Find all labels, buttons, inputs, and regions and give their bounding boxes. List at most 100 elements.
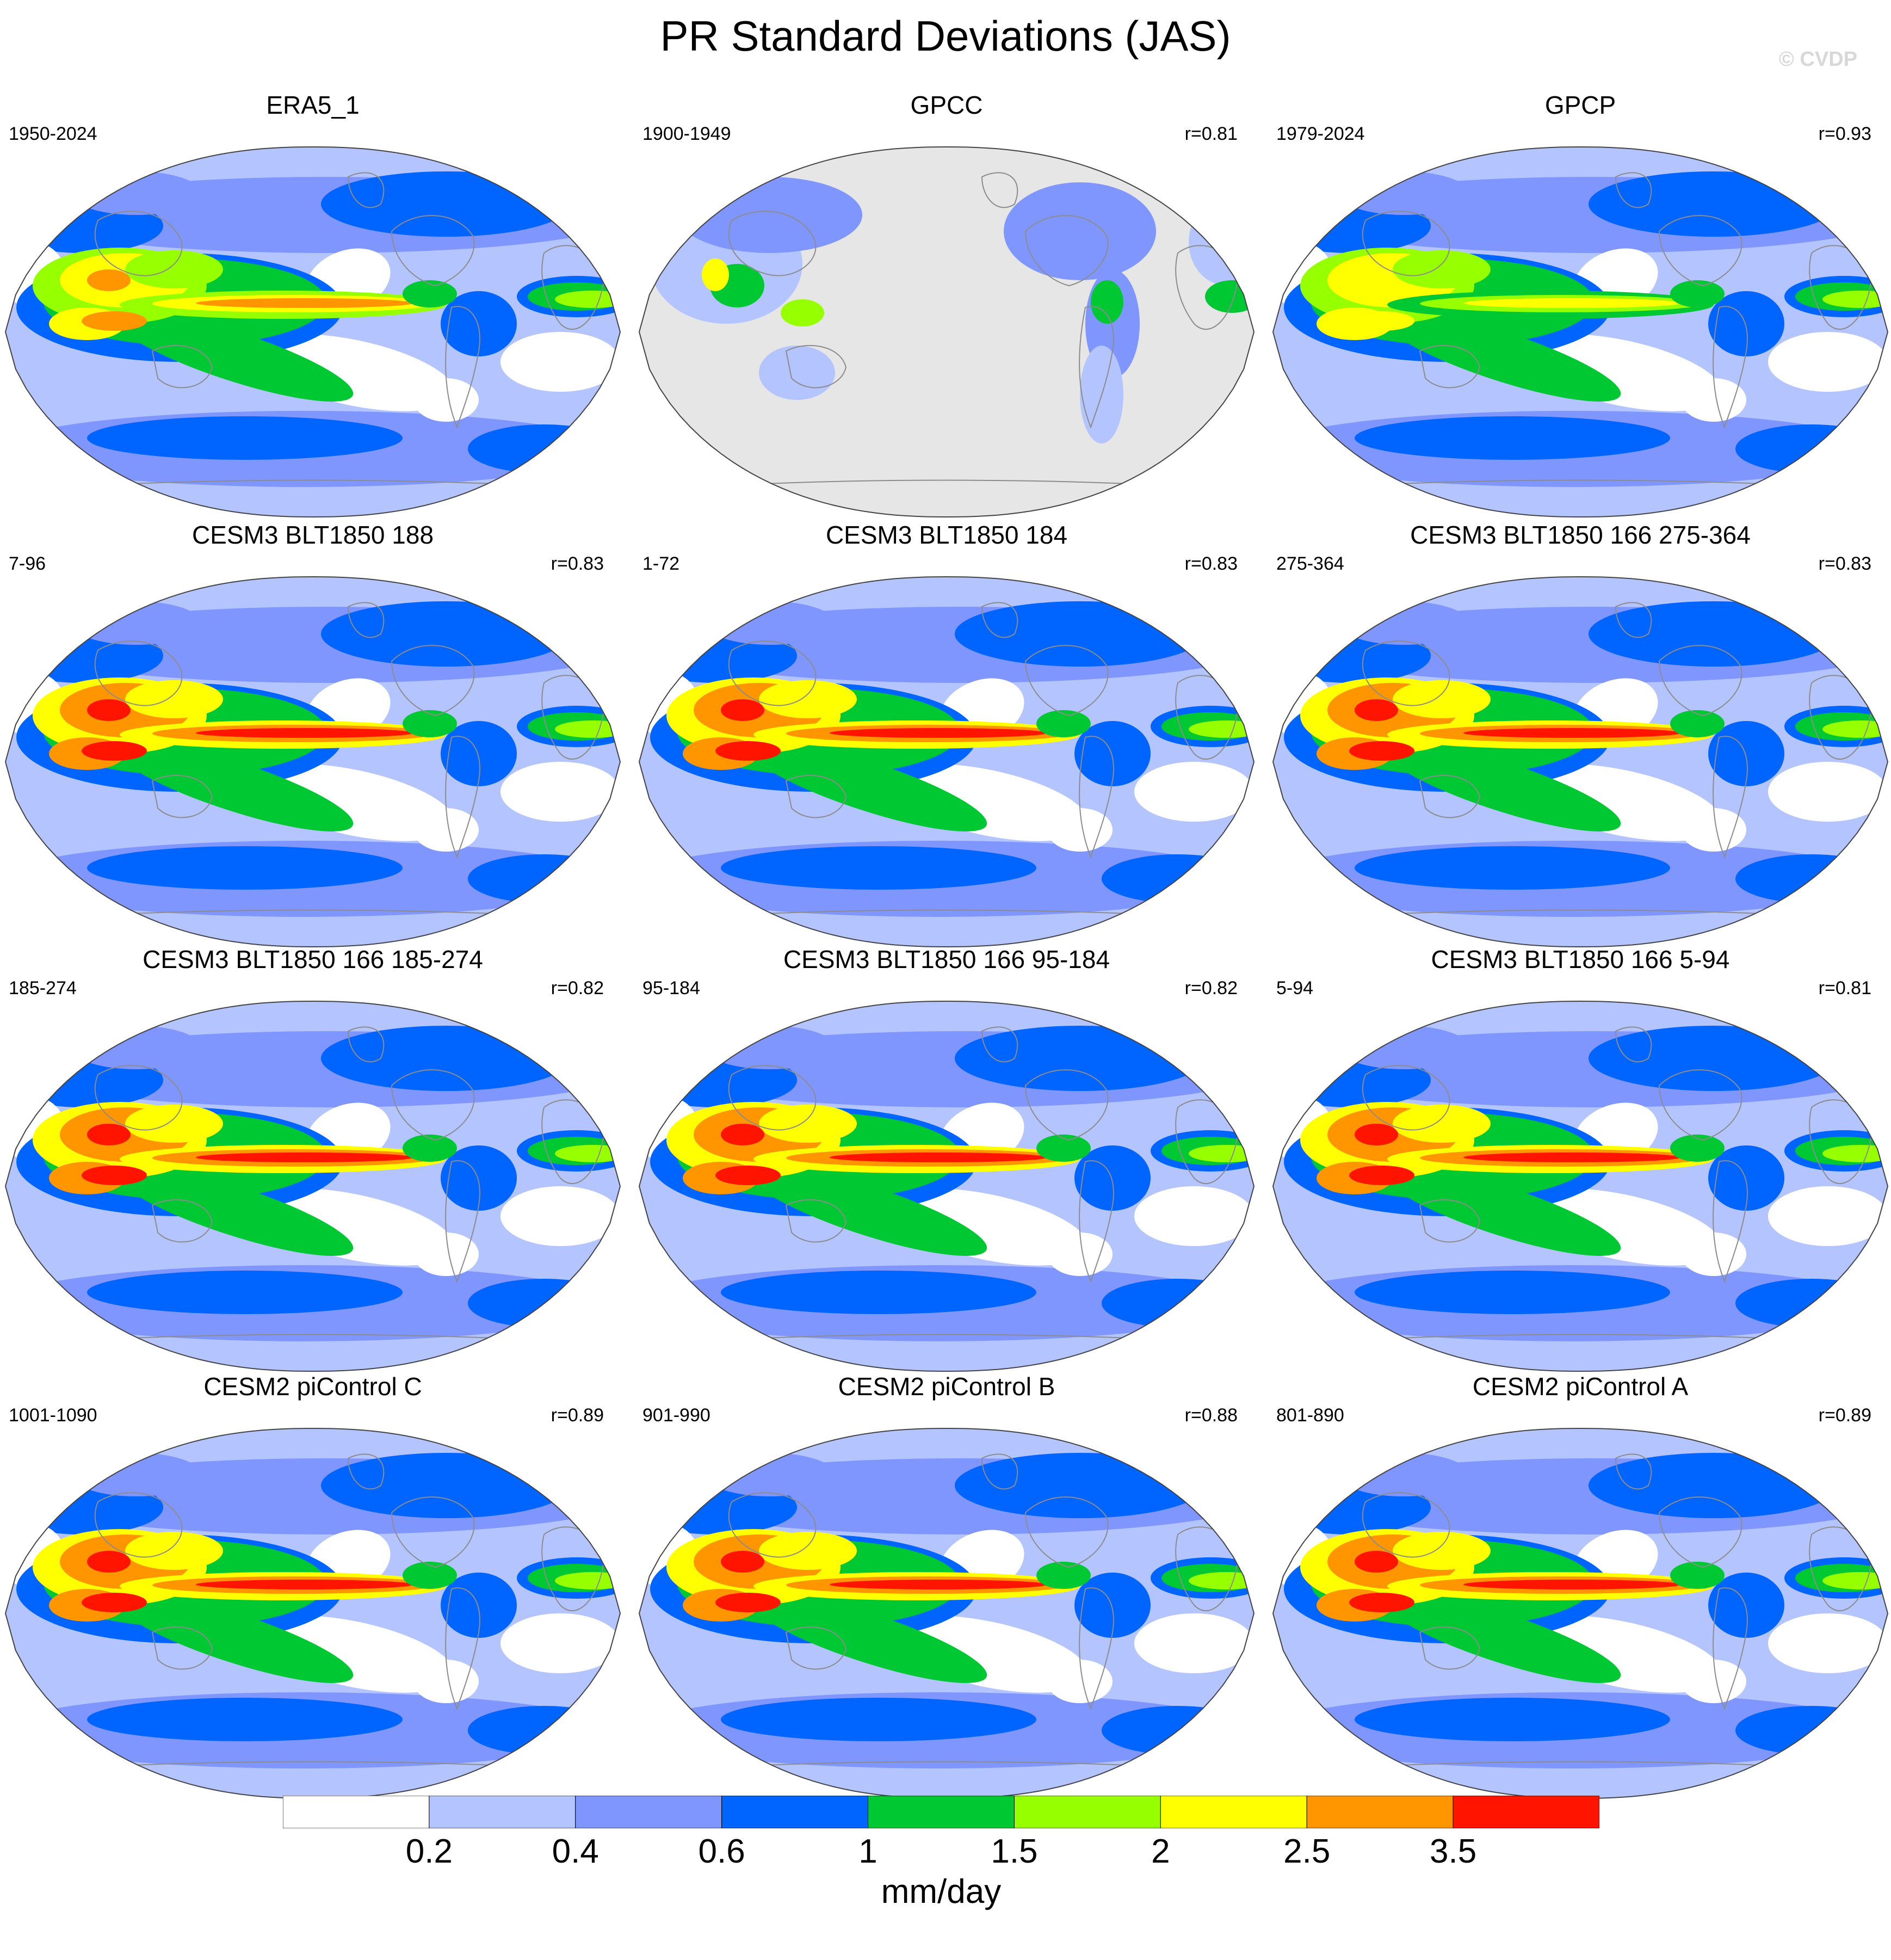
itcz [87,269,131,291]
storm-track [1355,1271,1670,1314]
coastline [1809,1099,1873,1185]
colorbar-tick-label: 2 [1151,1833,1170,1870]
storm-track [721,846,1036,890]
dry-zone [500,332,620,392]
panel-years: 801-890 [1276,1405,1344,1426]
coastline [1713,306,1748,429]
colorbar-tick-label: 0.4 [552,1833,599,1870]
storm-track [1355,1698,1670,1741]
itcz [196,298,413,308]
panel-years: 275-364 [1276,553,1344,574]
storm-track [1355,846,1670,890]
atlantic-itcz [1036,1135,1091,1162]
coastline [151,775,213,818]
panel-correlation: r=0.82 [551,978,604,999]
itcz [1463,1580,1681,1589]
panel-title: CESM3 BLT1850 166 95-184 [783,945,1110,973]
map-panel: CESM3 BLT1850 184 1-72 r=0.83 [634,520,1259,950]
storm-track [955,1453,1205,1518]
itcz [1463,728,1681,738]
tropical-belt [1074,721,1151,786]
storm-track [321,601,571,667]
global-map [1272,1000,1889,1372]
itcz [196,1580,413,1589]
colorbar-swatches [283,1796,1599,1828]
itcz [830,1152,1047,1162]
panel-title: CESM2 piControl A [1472,1372,1689,1401]
map-panel: GPCP 1979-2024 r=0.93 [1268,90,1891,520]
panel-title: GPCP [1544,91,1616,119]
storm-track [1589,171,1839,237]
tropical-belt [748,1593,987,1683]
land-precip [1205,280,1254,313]
coastline [785,775,847,818]
itcz [1463,298,1681,308]
panel-correlation: r=0.93 [1818,124,1871,144]
global-map [4,1427,621,1799]
coastline [94,640,183,706]
global-map [638,1000,1255,1372]
map-outline [4,1000,621,1372]
itcz [1355,269,1398,291]
coastline [347,1026,385,1063]
storm-track [955,601,1205,667]
coastline [1809,245,1873,330]
colorbar-swatch [575,1796,722,1828]
panel-years: 1979-2024 [1276,124,1365,144]
atlantic-itcz [1670,280,1725,307]
global-map [638,1427,1255,1799]
panel-title: CESM3 BLT1850 166 185-274 [143,945,483,973]
dry-zone [1047,808,1113,852]
panel-correlation: r=0.88 [1184,1405,1238,1426]
itcz [1355,1124,1398,1145]
itcz [82,311,147,331]
warm-pool [759,680,857,718]
dry-zone [1134,1186,1254,1246]
panel-years: 7-96 [9,553,46,574]
tropical-belt [748,1166,987,1256]
coastline [1362,1065,1450,1131]
colorbar-swatch [868,1796,1015,1828]
itcz [82,1166,147,1185]
itcz [87,1551,131,1573]
dry-zone [252,1188,455,1266]
coastline [347,172,385,208]
tropical-belt [1708,1573,1784,1638]
itcz [1349,311,1414,331]
dry-zone [1768,1186,1888,1246]
global-map [1272,576,1889,948]
map-outline [1272,1427,1889,1799]
tropical-belt [441,1573,517,1638]
land-precip [1004,182,1156,280]
map-outline [1272,576,1889,948]
colorbar-swatch [1014,1796,1161,1828]
colorbar-tick-label: 0.2 [405,1833,453,1870]
coastline [1658,215,1742,287]
panel-correlation: r=0.82 [1184,978,1238,999]
dry-zone [1047,1660,1113,1703]
map-outline [638,1427,1255,1799]
coastline [1079,1587,1114,1710]
precip-field [5,147,620,517]
coastline [728,1065,817,1131]
dry-zone [1768,332,1888,392]
map-panel: GPCC 1900-1949 r=0.81 [634,90,1259,520]
dry-zone [252,1616,455,1693]
colorbar-swatch [429,1796,576,1828]
dry-zone [413,1232,479,1276]
coastline [1175,1526,1239,1612]
precip-field [1273,147,1888,517]
global-map [4,576,621,948]
coastline [1658,1496,1742,1568]
coastline [1809,1526,1873,1612]
coastline [151,1199,213,1243]
land-precip [1091,280,1123,324]
storm-track [87,416,403,460]
itcz [721,1124,764,1145]
map-outline [4,146,621,518]
atlantic-itcz [403,710,457,737]
tropical-belt [1074,1145,1151,1211]
tropical-belt [1382,311,1621,402]
coastline [391,645,475,717]
warm-pool [759,1532,857,1570]
